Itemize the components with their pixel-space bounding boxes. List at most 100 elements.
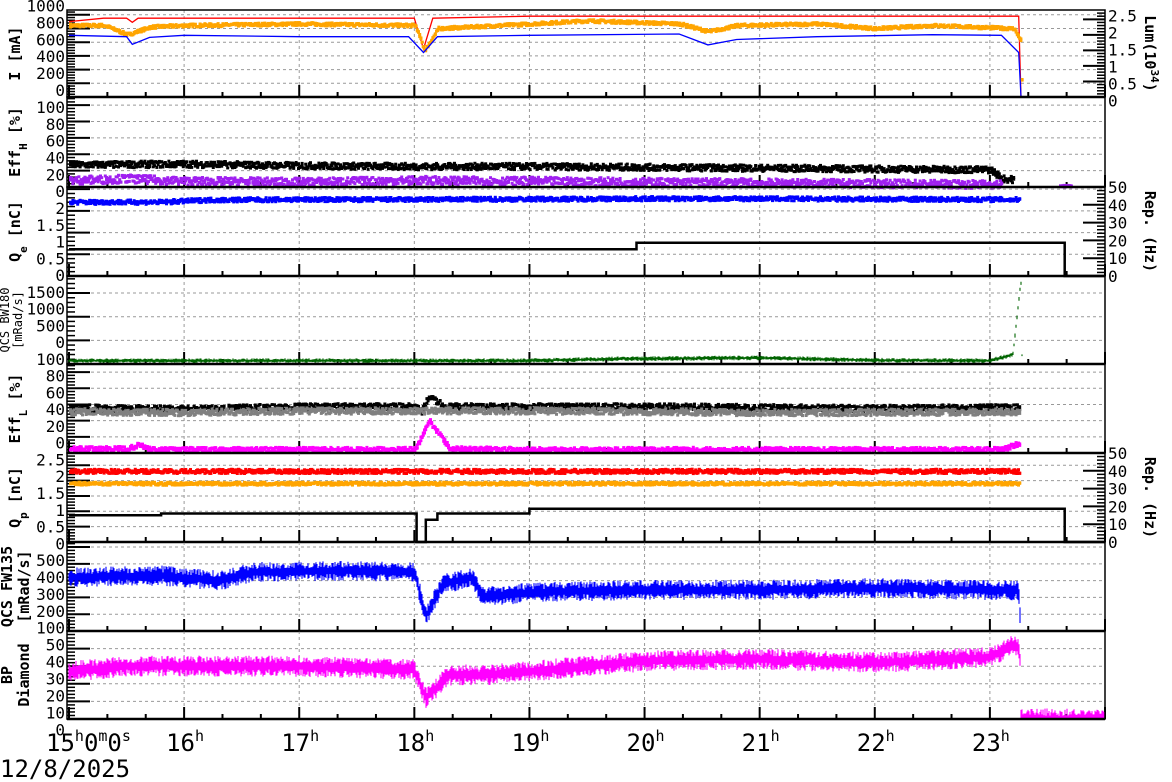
data-point bbox=[201, 176, 204, 179]
data-point bbox=[465, 165, 468, 169]
data-point bbox=[155, 165, 159, 169]
data-point bbox=[111, 162, 114, 166]
data-point bbox=[795, 23, 798, 27]
data-point bbox=[144, 165, 148, 169]
data-point bbox=[937, 165, 941, 169]
data-point bbox=[136, 176, 140, 180]
data-point bbox=[581, 163, 585, 167]
data-point bbox=[988, 181, 992, 185]
data-point bbox=[873, 168, 876, 172]
data-point bbox=[696, 177, 700, 181]
data-point bbox=[809, 179, 813, 183]
data-point bbox=[325, 163, 329, 167]
data-point bbox=[108, 164, 112, 167]
data-point bbox=[798, 168, 802, 172]
data-point bbox=[995, 175, 999, 179]
data-point bbox=[563, 164, 567, 168]
data-point bbox=[463, 178, 467, 182]
data-point bbox=[551, 22, 555, 26]
data-point bbox=[525, 165, 528, 169]
data-point bbox=[731, 165, 735, 169]
data-point bbox=[529, 182, 533, 185]
data-point bbox=[946, 182, 950, 186]
data-point bbox=[934, 182, 938, 186]
data-point bbox=[145, 182, 149, 186]
data-point bbox=[517, 162, 521, 166]
data-point bbox=[581, 183, 585, 187]
data-point bbox=[564, 183, 568, 187]
data-point bbox=[779, 163, 783, 167]
data-point bbox=[306, 180, 310, 184]
data-point bbox=[976, 181, 980, 185]
data-point bbox=[209, 177, 213, 181]
y-tick-label: 20 bbox=[46, 165, 65, 184]
data-point bbox=[147, 160, 150, 164]
data-point bbox=[259, 24, 263, 28]
data-point bbox=[139, 179, 143, 183]
data-point bbox=[655, 178, 659, 182]
data-point bbox=[790, 168, 794, 172]
data-point bbox=[803, 163, 807, 167]
data-point bbox=[822, 168, 826, 172]
data-point bbox=[408, 180, 412, 184]
data-point bbox=[594, 183, 598, 187]
data-point bbox=[485, 166, 489, 170]
data-point bbox=[246, 165, 250, 169]
data-point bbox=[262, 23, 266, 27]
data-point bbox=[714, 169, 718, 172]
data-point bbox=[711, 178, 714, 182]
data-point bbox=[280, 176, 284, 180]
data-point bbox=[405, 22, 408, 26]
data-point bbox=[521, 163, 525, 167]
data-point bbox=[895, 184, 899, 187]
data-point bbox=[383, 165, 387, 169]
data-point bbox=[420, 175, 424, 179]
data-point bbox=[196, 183, 200, 187]
data-point bbox=[371, 165, 375, 169]
data-point bbox=[921, 183, 924, 187]
data-point bbox=[849, 26, 852, 30]
data-point bbox=[631, 178, 635, 182]
data-point bbox=[406, 167, 410, 171]
data-point bbox=[366, 164, 370, 168]
data-point bbox=[436, 181, 440, 185]
data-point bbox=[193, 176, 197, 180]
data-point bbox=[513, 168, 516, 172]
data-point bbox=[906, 178, 910, 182]
data-point bbox=[706, 166, 710, 169]
data-point bbox=[322, 167, 326, 171]
data-point bbox=[96, 163, 100, 167]
data-point bbox=[858, 183, 862, 187]
data-point bbox=[486, 164, 490, 168]
data-point bbox=[72, 161, 76, 165]
data-point bbox=[640, 181, 644, 185]
data-point bbox=[73, 165, 77, 169]
data-point bbox=[859, 180, 863, 183]
data-point bbox=[430, 181, 434, 185]
data-point bbox=[323, 182, 327, 186]
data-point bbox=[220, 164, 224, 168]
data-point bbox=[466, 24, 470, 28]
series-p1-1 bbox=[69, 18, 1024, 82]
data-point bbox=[1019, 37, 1023, 41]
data-point bbox=[635, 183, 639, 187]
data-point bbox=[132, 160, 136, 164]
data-point bbox=[300, 161, 304, 165]
data-point bbox=[637, 164, 641, 168]
data-point bbox=[443, 163, 447, 166]
data-point bbox=[864, 27, 868, 31]
data-point bbox=[625, 162, 629, 166]
data-point bbox=[198, 176, 202, 180]
data-point bbox=[520, 176, 524, 180]
data-point bbox=[865, 184, 869, 188]
data-point bbox=[97, 22, 101, 26]
data-point bbox=[787, 181, 791, 185]
data-point bbox=[654, 183, 658, 187]
data-point bbox=[987, 171, 990, 175]
data-point bbox=[1019, 39, 1023, 43]
data-point bbox=[393, 178, 396, 182]
data-point bbox=[708, 182, 712, 186]
data-point bbox=[875, 166, 879, 170]
data-point bbox=[411, 175, 414, 179]
data-point bbox=[172, 175, 176, 179]
